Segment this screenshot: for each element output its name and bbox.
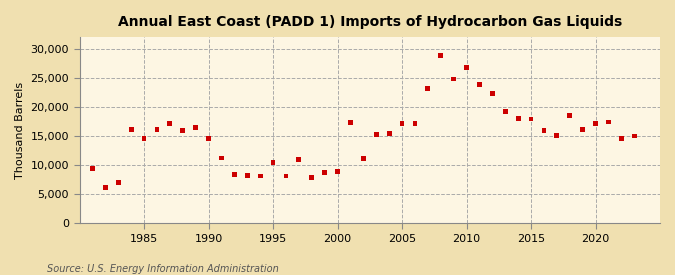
Point	[242, 173, 252, 178]
Point	[319, 170, 330, 175]
Point	[564, 113, 575, 118]
Point	[448, 77, 459, 81]
Point	[590, 121, 601, 125]
Point	[539, 128, 549, 133]
Point	[345, 120, 356, 125]
Point	[306, 175, 317, 180]
Point	[294, 157, 304, 161]
Point	[423, 87, 433, 91]
Point	[474, 82, 485, 87]
Point	[371, 132, 381, 136]
Y-axis label: Thousand Barrels: Thousand Barrels	[15, 81, 25, 179]
Point	[603, 120, 614, 124]
Point	[577, 127, 588, 132]
Point	[384, 131, 395, 136]
Point	[87, 166, 98, 171]
Point	[629, 134, 640, 138]
Point	[229, 172, 240, 177]
Point	[358, 156, 369, 161]
Point	[138, 137, 149, 141]
Point	[410, 121, 421, 125]
Point	[152, 127, 163, 132]
Point	[126, 127, 136, 132]
Point	[281, 174, 292, 178]
Point	[461, 65, 472, 70]
Point	[203, 137, 214, 141]
Point	[616, 136, 626, 141]
Point	[513, 116, 524, 121]
Text: Source: U.S. Energy Information Administration: Source: U.S. Energy Information Administ…	[47, 264, 279, 274]
Point	[435, 53, 446, 57]
Point	[165, 122, 176, 126]
Point	[113, 180, 124, 185]
Point	[500, 109, 510, 114]
Point	[551, 133, 562, 138]
Point	[526, 117, 537, 121]
Point	[178, 128, 188, 132]
Point	[216, 156, 227, 160]
Title: Annual East Coast (PADD 1) Imports of Hydrocarbon Gas Liquids: Annual East Coast (PADD 1) Imports of Hy…	[117, 15, 622, 29]
Point	[487, 91, 497, 96]
Point	[190, 125, 201, 130]
Point	[332, 169, 343, 174]
Point	[397, 121, 408, 125]
Point	[100, 185, 111, 190]
Point	[254, 174, 265, 178]
Point	[268, 160, 279, 165]
